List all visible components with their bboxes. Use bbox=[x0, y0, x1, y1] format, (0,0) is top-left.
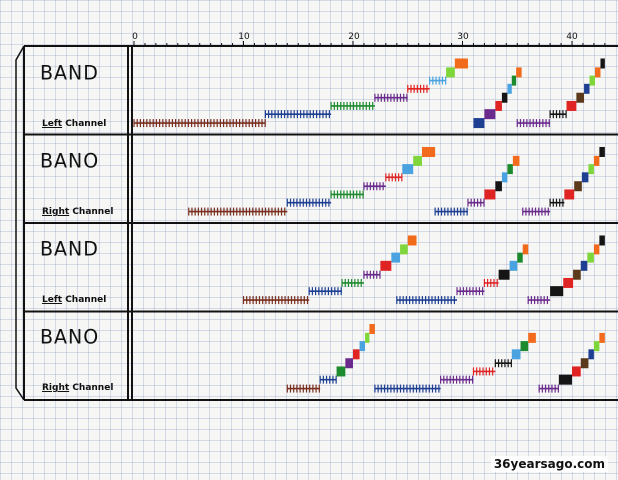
note-segment bbox=[564, 189, 575, 200]
channel-word: Channel bbox=[65, 119, 107, 129]
note-segment bbox=[365, 332, 370, 343]
note-segment bbox=[345, 358, 353, 369]
note-segment bbox=[522, 244, 529, 255]
note-segment bbox=[511, 349, 521, 360]
axis-tick-label: 10 bbox=[238, 32, 250, 42]
note-segment bbox=[501, 172, 508, 183]
channel-label: Left Channel bbox=[42, 119, 106, 129]
axis-tick-label: 20 bbox=[348, 32, 360, 42]
note-segment bbox=[498, 269, 510, 280]
channel-word: Channel bbox=[65, 295, 107, 305]
note-segment bbox=[353, 349, 360, 360]
note-segment bbox=[594, 67, 601, 78]
note-segment bbox=[520, 341, 529, 352]
note-segment bbox=[336, 366, 346, 377]
channel-side: Left bbox=[42, 295, 63, 305]
note-segment bbox=[528, 332, 536, 343]
note-segment bbox=[593, 341, 600, 352]
note-segment bbox=[600, 58, 605, 69]
note-segment bbox=[550, 286, 564, 297]
note-segment bbox=[512, 155, 520, 166]
note-segment bbox=[402, 164, 414, 175]
note-segment bbox=[566, 100, 577, 111]
axis-tick-label: 0 bbox=[132, 32, 138, 42]
channel-label: Right Channel bbox=[42, 383, 113, 393]
note-segment bbox=[413, 155, 422, 166]
note-segment bbox=[421, 146, 436, 157]
panel-title: BAND bbox=[40, 61, 99, 85]
note-segment bbox=[599, 146, 605, 157]
channel-side: Right bbox=[42, 207, 70, 217]
note-segment bbox=[391, 252, 401, 263]
note-segment bbox=[516, 67, 522, 78]
note-segment bbox=[580, 260, 588, 271]
note-segment bbox=[593, 244, 600, 255]
channel-side: Right bbox=[42, 383, 70, 393]
note-segment bbox=[558, 374, 572, 385]
note-segment bbox=[484, 109, 496, 120]
channel-label: Right Channel bbox=[42, 207, 113, 217]
watermark-text: 36yearsago.com bbox=[490, 456, 608, 472]
panel-title: BANO bbox=[40, 325, 100, 349]
note-segment bbox=[517, 252, 523, 263]
axis-tick-label: 40 bbox=[566, 32, 578, 42]
note-segment bbox=[509, 260, 518, 271]
note-segment bbox=[400, 244, 408, 255]
channel-side: Left bbox=[42, 119, 63, 129]
channel-label: Left Channel bbox=[42, 295, 106, 305]
note-segment bbox=[588, 349, 594, 360]
note-segment bbox=[599, 332, 605, 343]
frame-edge bbox=[15, 45, 25, 401]
note-segment bbox=[380, 260, 392, 271]
note-segment bbox=[473, 118, 485, 129]
note-segment bbox=[495, 100, 502, 111]
note-segment bbox=[495, 181, 502, 192]
note-segment bbox=[369, 323, 375, 334]
note-segment bbox=[580, 358, 589, 369]
note-segment bbox=[407, 235, 417, 246]
note-segment bbox=[588, 164, 594, 175]
channel-word: Channel bbox=[72, 383, 114, 393]
note-segment bbox=[593, 155, 600, 166]
note-segment bbox=[511, 75, 517, 86]
note-segment bbox=[484, 189, 496, 200]
note-segment bbox=[576, 92, 585, 103]
note-segment bbox=[587, 252, 594, 263]
note-segment bbox=[584, 83, 590, 94]
note-segment bbox=[507, 164, 513, 175]
note-segment bbox=[446, 67, 455, 78]
panel-title: BAND bbox=[40, 237, 99, 261]
axis-tick-label: 30 bbox=[457, 32, 469, 42]
note-segment bbox=[599, 235, 605, 246]
note-segment bbox=[501, 92, 508, 103]
note-segment bbox=[359, 341, 366, 352]
channel-word: Channel bbox=[72, 207, 114, 217]
note-segment bbox=[563, 277, 574, 288]
note-segment bbox=[507, 83, 512, 94]
note-segment bbox=[572, 366, 581, 377]
note-segment bbox=[581, 172, 589, 183]
note-segment bbox=[574, 181, 582, 192]
note-segment bbox=[573, 269, 581, 280]
panel-title: BANO bbox=[40, 149, 100, 173]
note-segment bbox=[454, 58, 468, 69]
note-segment bbox=[589, 75, 595, 86]
